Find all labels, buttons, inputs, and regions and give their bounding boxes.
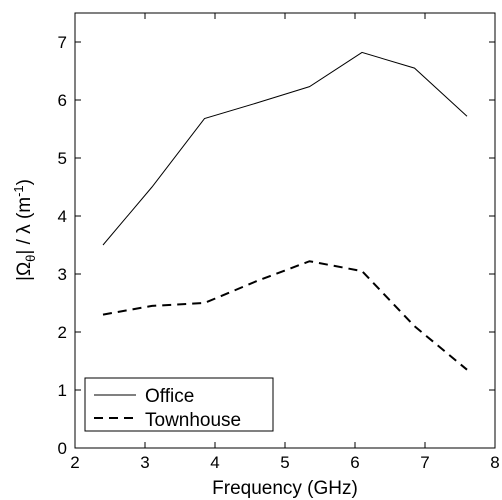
- x-tick-labels: 2 3 4 5 6 7 8: [70, 453, 499, 472]
- x-tick-label: 5: [280, 453, 289, 472]
- y-axis-label: |Ωθ| / λ (m-1): [11, 179, 38, 281]
- y-tick-label: 5: [58, 149, 67, 168]
- x-tick-label: 7: [420, 453, 429, 472]
- legend-box: [84, 377, 274, 432]
- y-tick-label: 3: [58, 265, 67, 284]
- y-tick-label: 1: [58, 381, 67, 400]
- x-tick-label: 2: [70, 453, 79, 472]
- x-axis-label: Frequency (GHz): [212, 478, 358, 499]
- y-tick-label: 0: [58, 439, 67, 458]
- y-tick-labels: 0 1 2 3 4 5 6 7: [58, 33, 67, 458]
- series-lines: [102, 51, 468, 371]
- legend-label-office: Office: [145, 386, 194, 407]
- y-tick-label: 2: [58, 323, 67, 342]
- y-tick-label: 6: [58, 91, 67, 110]
- legend-label-townhouse: Townhouse: [145, 410, 241, 431]
- x-tick-label: 4: [210, 453, 219, 472]
- x-tick-label: 3: [140, 453, 149, 472]
- y-tick-label: 7: [58, 33, 67, 52]
- x-tick-label: 8: [490, 453, 499, 472]
- x-tick-label: 6: [350, 453, 359, 472]
- series-line-office: [102, 51, 468, 246]
- series-line-townhouse: [102, 260, 468, 371]
- legend: Office Townhouse: [84, 377, 274, 432]
- tick-marks: [74, 13, 496, 449]
- y-tick-label: 4: [58, 207, 67, 226]
